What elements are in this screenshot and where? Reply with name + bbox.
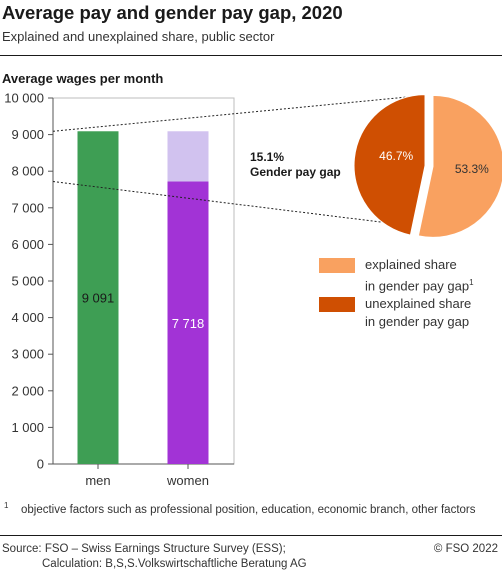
bar-value-label-men: 9 091 <box>82 291 115 306</box>
x-tick-label-men: men <box>85 473 110 488</box>
connector-top <box>52 95 417 132</box>
y-tick-label: 3 000 <box>11 347 44 362</box>
y-tick-label: 9 000 <box>11 127 44 142</box>
y-tick-label: 6 000 <box>11 237 44 252</box>
gap-annotation-label: Gender pay gap <box>250 165 341 179</box>
y-tick-label: 4 000 <box>11 310 44 325</box>
y-tick-label: 0 <box>37 457 44 472</box>
pie-label-unexplained: 46.7% <box>379 149 413 163</box>
y-tick-label: 2 000 <box>11 383 44 398</box>
pie-slice-unexplained <box>353 94 426 236</box>
legend-explained-footnote-mark: 1 <box>469 278 474 287</box>
y-tick-label: 10 000 <box>4 91 44 106</box>
legend-explained-line2-text: in gender pay gap <box>365 278 470 294</box>
source-line-2: Calculation: B,S,S.Volkswirtschaftliche … <box>42 558 307 570</box>
copyright: © FSO 2022 <box>433 543 498 555</box>
legend-explained-line1: explained share <box>365 257 457 272</box>
legend-swatch-unexplained <box>319 297 355 312</box>
source-line-1: Source: FSO – Swiss Earnings Structure S… <box>2 543 286 555</box>
pie-label-explained: 53.3% <box>455 162 489 176</box>
legend-unexplained-line2: in gender pay gap <box>365 314 470 329</box>
y-tick-label: 7 000 <box>11 200 44 215</box>
legend-explained-line2: in gender pay gap1 <box>365 274 474 295</box>
page-subtitle: Explained and unexplained share, public … <box>2 29 275 44</box>
y-axis-title: Average wages per month <box>2 71 164 86</box>
page-title: Average pay and gender pay gap, 2020 <box>2 2 343 23</box>
x-tick-label-women: women <box>166 473 209 488</box>
chart-canvas: 0 1 000 2 000 3 000 4 000 5 000 6 000 7 000 8 00… <box>4 91 502 488</box>
legend-unexplained-line1: unexplained share <box>365 296 472 311</box>
gap-annotation-value: 15.1% <box>250 150 285 164</box>
bar-women <box>167 181 209 465</box>
y-tick-label: 5 000 <box>11 274 44 289</box>
y-tick-label: 1 000 <box>11 420 44 435</box>
legend-swatch-explained <box>319 258 355 273</box>
y-tick-label: 8 000 <box>11 164 44 179</box>
bar-value-label-women: 7 718 <box>172 316 205 331</box>
header-divider <box>0 55 502 56</box>
footer-divider <box>0 535 502 536</box>
footnote-mark: 1 <box>4 501 9 510</box>
footnote-text: objective factors such as professional p… <box>21 504 476 516</box>
pie-slice-explained <box>417 94 502 238</box>
bar-gap-women <box>167 131 209 182</box>
